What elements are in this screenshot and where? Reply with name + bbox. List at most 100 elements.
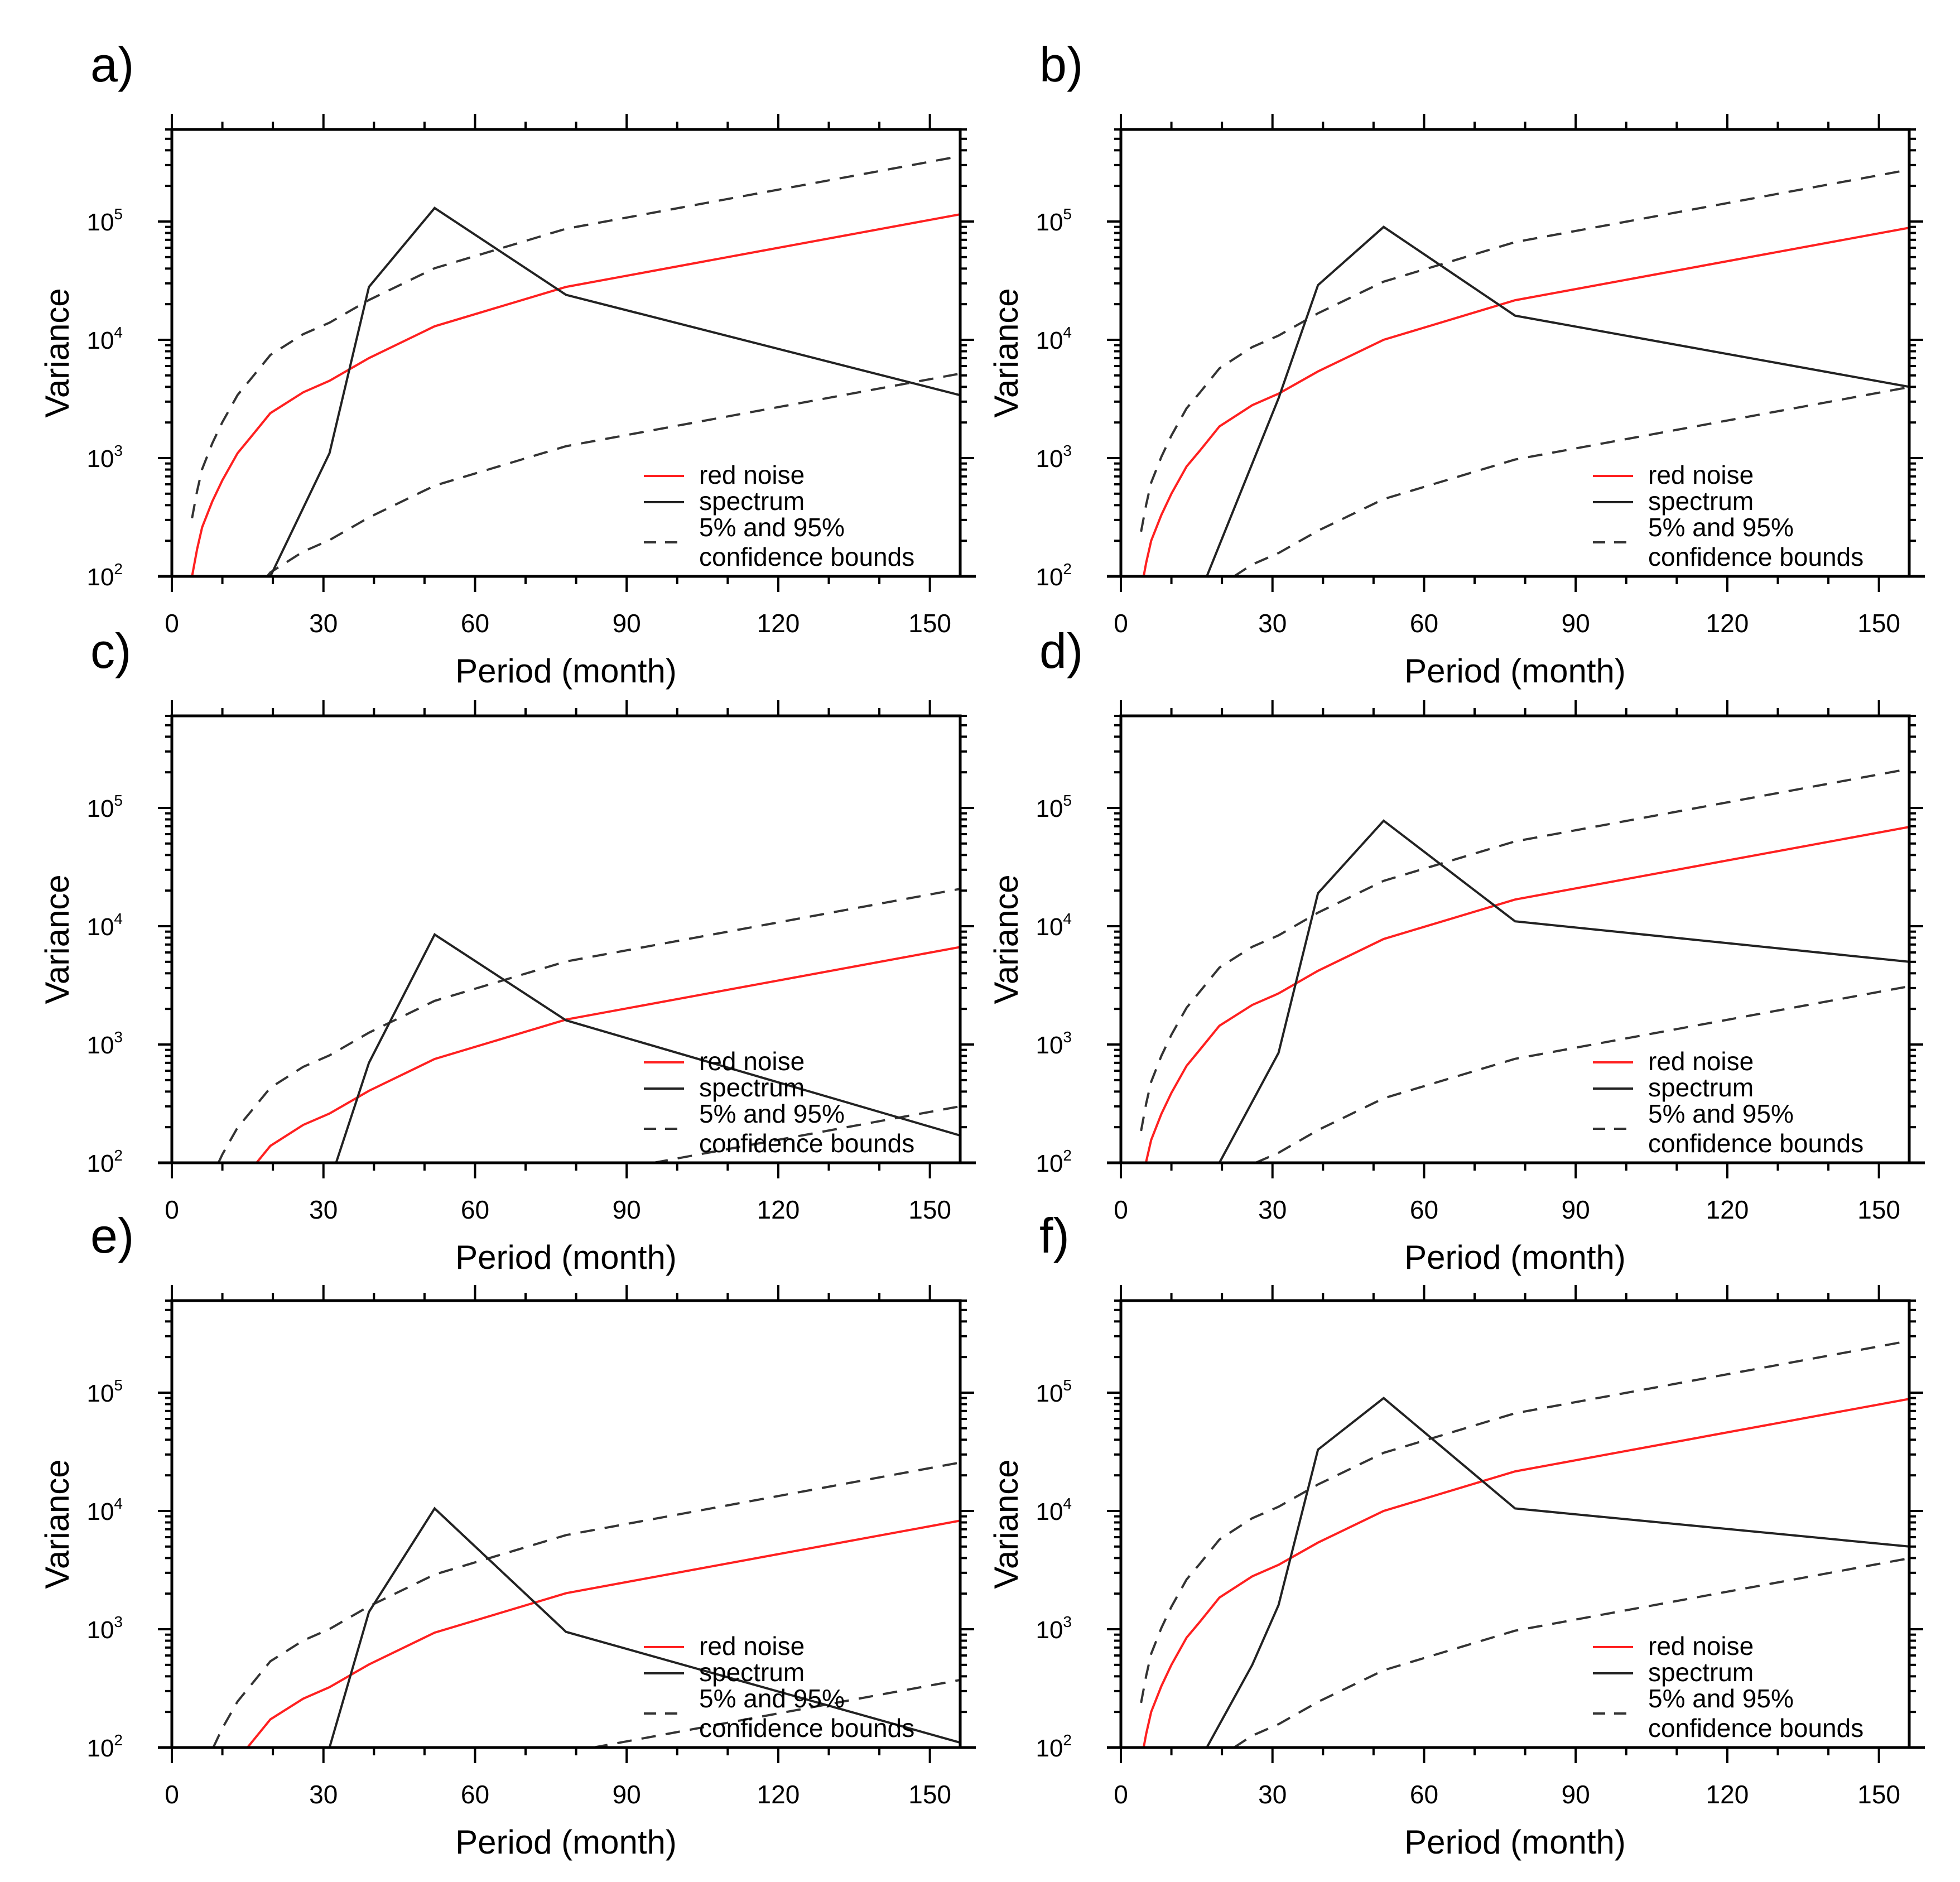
x-tick-label: 30 xyxy=(1258,1195,1287,1224)
y-tick-label: 102 xyxy=(1036,1147,1072,1177)
plot-area xyxy=(217,888,960,1163)
plot-frame xyxy=(1119,128,1911,578)
x-tick-label: 120 xyxy=(1706,1780,1749,1809)
y-tick-base: 10 xyxy=(86,327,114,354)
y-tick-exponent: 3 xyxy=(114,442,123,459)
y-tick-label: 103 xyxy=(86,1028,123,1059)
red-noise-line xyxy=(1142,227,1909,576)
x-tick-label: 0 xyxy=(1114,1195,1128,1224)
x-tick-label: 60 xyxy=(461,609,489,638)
legend-label: confidence bounds xyxy=(1648,1129,1863,1158)
x-tick-label: 150 xyxy=(1857,609,1900,638)
x-tick-label: 60 xyxy=(1410,609,1438,638)
y-tick-exponent: 2 xyxy=(1063,1731,1072,1749)
y-axis-title: Variance xyxy=(988,874,1025,1004)
y-tick-exponent: 4 xyxy=(1063,1495,1072,1512)
red-noise-line xyxy=(256,946,960,1163)
red-noise-line xyxy=(1145,826,1909,1163)
legend-label: red noise xyxy=(699,460,805,489)
y-tick-base: 10 xyxy=(1036,913,1063,941)
upper-confidence-bound-line xyxy=(217,888,960,1163)
y-tick-base: 10 xyxy=(86,1380,114,1407)
y-tick-exponent: 3 xyxy=(114,1028,123,1046)
y-axis-title: Variance xyxy=(38,288,76,417)
y-tick-label: 105 xyxy=(86,792,123,822)
lower-confidence-bound-line xyxy=(1233,1557,1909,1748)
y-tick-exponent: 4 xyxy=(1063,324,1072,341)
y-tick-base: 10 xyxy=(1036,564,1063,591)
y-tick-base: 10 xyxy=(86,564,114,591)
y-tick-exponent: 2 xyxy=(114,1731,123,1749)
y-tick-label: 102 xyxy=(86,1147,123,1177)
y-tick-base: 10 xyxy=(1036,327,1063,354)
y-tick-label: 104 xyxy=(1036,324,1072,354)
y-tick-exponent: 4 xyxy=(114,910,123,927)
legend-label: 5% and 95% xyxy=(699,513,845,542)
legend-label: confidence bounds xyxy=(1648,542,1863,571)
legend-label: red noise xyxy=(1648,1047,1754,1076)
panel-label: c) xyxy=(90,623,131,678)
lower-confidence-bound-line xyxy=(266,372,960,576)
legend-label: confidence bounds xyxy=(699,542,914,571)
y-tick-label: 104 xyxy=(1036,1495,1072,1525)
x-axis-title: Period (month) xyxy=(1404,652,1626,690)
upper-confidence-bound-line xyxy=(191,155,960,519)
x-tick-label: 60 xyxy=(1410,1195,1438,1224)
y-tick-base: 10 xyxy=(1036,1380,1063,1407)
x-tick-label: 150 xyxy=(908,609,951,638)
legend-label: 5% and 95% xyxy=(1648,1684,1794,1713)
legend-label: spectrum xyxy=(699,1658,805,1687)
x-tick-label: 150 xyxy=(908,1195,951,1224)
lower-confidence-bound-line xyxy=(1233,386,1909,576)
y-tick-base: 10 xyxy=(86,1735,114,1762)
x-tick-label: 60 xyxy=(461,1780,489,1809)
y-tick-base: 10 xyxy=(86,209,114,236)
legend-label: spectrum xyxy=(699,487,805,516)
legend-label: 5% and 95% xyxy=(1648,1099,1794,1128)
y-axis-title: Variance xyxy=(38,874,76,1004)
red-noise-line xyxy=(191,213,960,576)
y-tick-exponent: 3 xyxy=(1063,1613,1072,1630)
lower-confidence-bound-line xyxy=(1255,985,1909,1163)
spectrum-line xyxy=(1218,819,1909,1163)
red-noise-line xyxy=(246,1519,960,1748)
legend-label: spectrum xyxy=(1648,1658,1754,1687)
y-tick-exponent: 2 xyxy=(114,560,123,577)
plot-frame xyxy=(1119,1299,1911,1749)
y-tick-exponent: 5 xyxy=(1063,792,1072,809)
panel-label: f) xyxy=(1039,1208,1070,1263)
y-tick-exponent: 2 xyxy=(1063,560,1072,577)
x-tick-label: 30 xyxy=(309,1195,338,1224)
y-tick-label: 102 xyxy=(1036,1731,1072,1762)
x-axis-title: Period (month) xyxy=(455,1239,677,1276)
y-tick-label: 105 xyxy=(1036,1376,1072,1407)
x-axis-title: Period (month) xyxy=(1404,1823,1626,1861)
legend-label: 5% and 95% xyxy=(1648,513,1794,542)
plot-area xyxy=(191,155,960,576)
y-tick-base: 10 xyxy=(86,1498,114,1525)
y-axis-title: Variance xyxy=(38,1459,76,1589)
x-tick-label: 90 xyxy=(1562,609,1590,638)
upper-confidence-bound-line xyxy=(1140,169,1909,532)
legend-label: spectrum xyxy=(699,1073,805,1102)
legend-label: spectrum xyxy=(1648,487,1754,516)
y-tick-exponent: 3 xyxy=(1063,442,1072,459)
y-tick-exponent: 3 xyxy=(1063,1028,1072,1046)
y-tick-base: 10 xyxy=(1036,1616,1063,1644)
x-tick-label: 90 xyxy=(613,1780,641,1809)
y-tick-label: 105 xyxy=(1036,792,1072,822)
y-tick-label: 102 xyxy=(1036,560,1072,591)
spectrum-line xyxy=(335,933,960,1163)
upper-confidence-bound-line xyxy=(212,1461,960,1748)
y-tick-base: 10 xyxy=(1036,795,1063,822)
x-tick-label: 150 xyxy=(908,1780,951,1809)
x-tick-label: 90 xyxy=(613,609,641,638)
y-tick-exponent: 5 xyxy=(114,792,123,809)
panel-label: b) xyxy=(1039,37,1083,92)
